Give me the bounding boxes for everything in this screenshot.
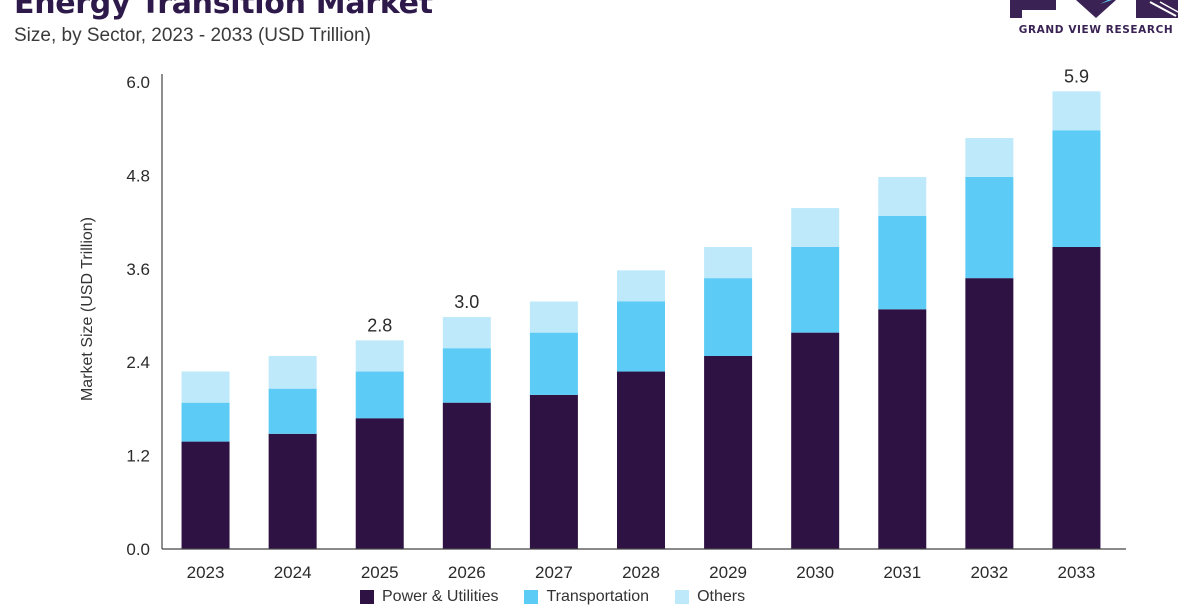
bar-transportation-2032: [965, 176, 1014, 279]
bar-power-utilities-2032: [965, 278, 1014, 549]
y-tick-label: 1.2: [126, 447, 150, 466]
legend-swatch-others: [675, 590, 690, 604]
bar-transportation-2029: [704, 278, 753, 356]
bar-transportation-2026: [442, 348, 491, 403]
y-tick-label: 3.6: [126, 260, 150, 279]
x-tick-label: 2023: [187, 563, 225, 582]
bar-others-2023: [181, 371, 230, 403]
bar-power-utilities-2025: [355, 418, 404, 549]
bar-others-2033: [1052, 91, 1101, 131]
bar-others-2032: [965, 138, 1014, 177]
bar-transportation-2028: [617, 301, 665, 372]
x-tick-label: 2031: [883, 563, 921, 582]
legend-label: Transportation: [546, 588, 650, 605]
bar-others-2024: [268, 355, 317, 389]
legend-label: Power & Utilities: [382, 588, 499, 605]
bar-power-utilities-2027: [529, 394, 578, 549]
bar-transportation-2030: [791, 247, 840, 333]
bar-transportation-2033: [1052, 130, 1101, 248]
y-tick-label: 4.8: [126, 166, 150, 185]
data-label: 5.9: [1064, 66, 1089, 86]
x-tick-label: 2026: [448, 563, 486, 582]
chart-title: Energy Transition Market: [14, 0, 433, 21]
x-tick-label: 2030: [796, 563, 834, 582]
y-tick-label: 6.0: [126, 73, 150, 92]
bar-transportation-2027: [529, 332, 578, 395]
x-tick-label: 2033: [1058, 563, 1096, 582]
bar-others-2031: [878, 176, 927, 216]
brand-logo-text: GRAND VIEW RESEARCH: [1018, 24, 1174, 36]
legend-item-transportation: Transportation: [524, 588, 649, 606]
chart-legend: Power & Utilities Transportation Others: [360, 588, 745, 606]
x-tick-label: 2032: [970, 563, 1008, 582]
bar-transportation-2023: [181, 402, 230, 442]
x-tick-label: 2027: [535, 563, 573, 582]
bar-others-2028: [617, 270, 665, 302]
bar-others-2026: [442, 317, 491, 349]
legend-swatch-power-utilities: [360, 590, 374, 604]
data-label: 2.8: [367, 315, 392, 335]
x-tick-label: 2029: [709, 563, 747, 582]
legend-label: Others: [697, 588, 746, 605]
bar-power-utilities-2031: [878, 309, 927, 549]
y-tick-label: 0.0: [126, 540, 150, 559]
bar-power-utilities-2023: [181, 441, 230, 549]
x-tick-label: 2025: [361, 563, 399, 582]
bar-others-2027: [529, 301, 578, 333]
y-tick-label: 2.4: [126, 353, 150, 372]
x-tick-label: 2024: [274, 563, 312, 582]
bar-power-utilities-2028: [617, 371, 665, 549]
bar-power-utilities-2026: [442, 402, 491, 549]
bar-transportation-2031: [878, 215, 927, 310]
data-label: 3.0: [454, 292, 479, 312]
bar-power-utilities-2029: [704, 355, 753, 549]
bar-others-2029: [704, 247, 753, 279]
chart-subtitle: Size, by Sector, 2023 - 2033 (USD Trilli…: [14, 25, 371, 46]
legend-item-power-utilities: Power & Utilities: [360, 588, 498, 606]
bar-power-utilities-2030: [791, 332, 840, 549]
bar-others-2030: [791, 208, 840, 248]
legend-item-others: Others: [675, 588, 745, 606]
bar-transportation-2025: [355, 371, 404, 419]
bar-transportation-2024: [268, 388, 317, 434]
bar-power-utilities-2033: [1052, 247, 1101, 550]
legend-swatch-transportation: [524, 590, 539, 604]
x-tick-label: 2028: [622, 563, 660, 582]
bar-others-2025: [355, 340, 404, 372]
brand-logo-icon: [1010, 0, 1179, 18]
bar-power-utilities-2024: [268, 433, 317, 549]
